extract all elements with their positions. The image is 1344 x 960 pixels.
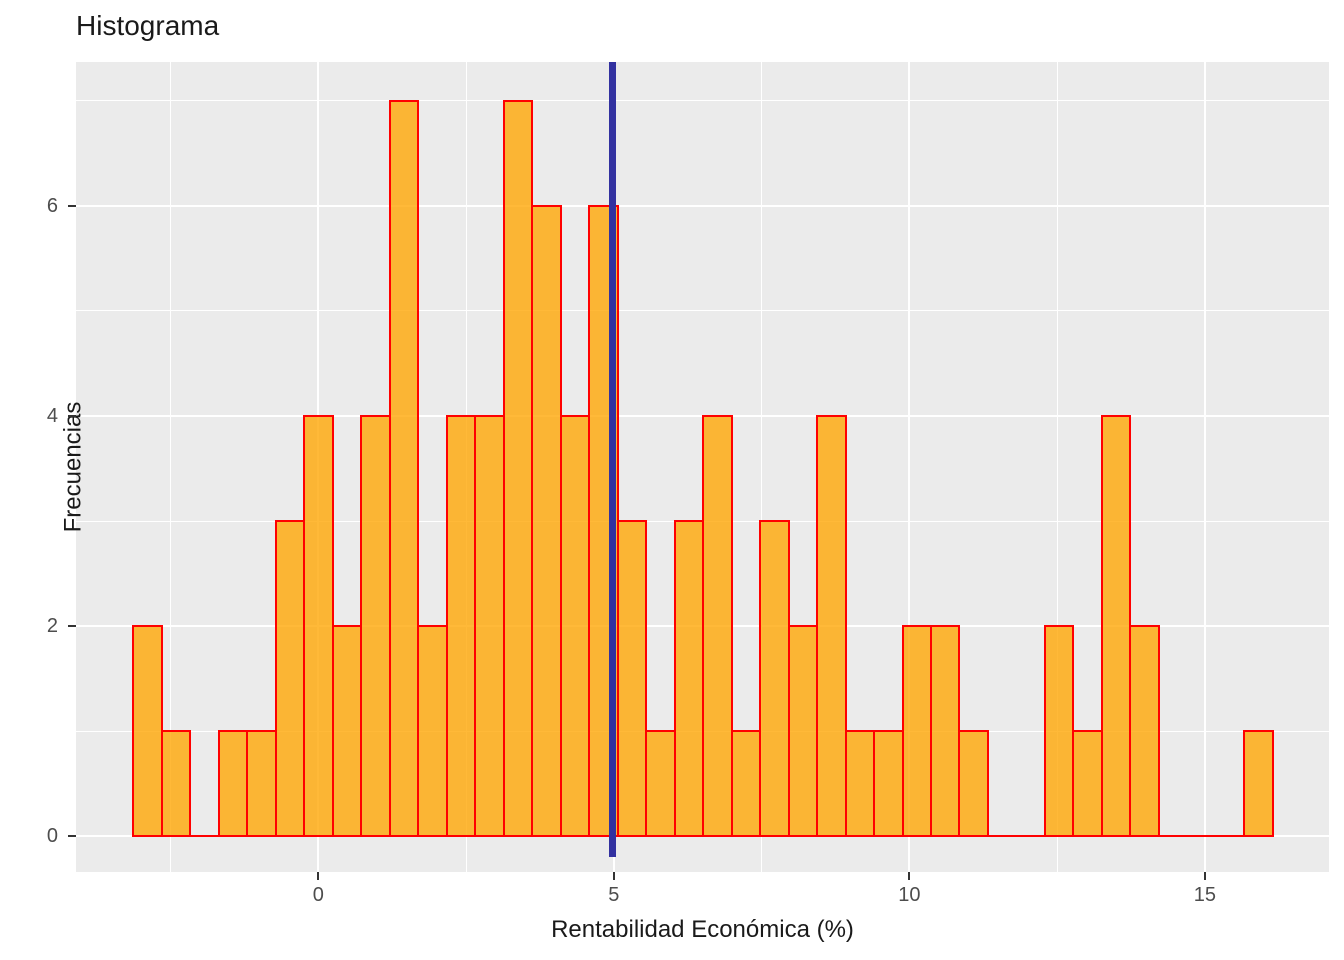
histogram-bar (303, 415, 334, 838)
histogram-bar (673, 520, 705, 838)
histogram-bar (360, 415, 391, 838)
x-tick-mark (317, 872, 320, 880)
y-tick-mark (68, 625, 76, 628)
x-tick-label: 15 (1193, 884, 1216, 906)
y-minor-gridline (76, 310, 1329, 312)
histogram-bar (702, 415, 733, 838)
x-axis-title: Rentabilidad Económica (%) (551, 916, 854, 943)
x-tick-mark (1203, 872, 1206, 880)
x-tick-label: 5 (608, 884, 620, 906)
histogram-bar (502, 99, 534, 838)
histogram-bar (1072, 730, 1103, 838)
histogram-bar (474, 415, 505, 838)
x-tick-mark (612, 872, 615, 880)
histogram-bar (616, 520, 648, 838)
y-tick-mark (68, 835, 76, 838)
y-tick-mark (68, 204, 76, 207)
x-tick-label: 0 (312, 884, 324, 906)
histogram-bar (645, 730, 676, 838)
histogram-bar (901, 625, 932, 838)
histogram-bar (1129, 625, 1160, 838)
histogram-bar (759, 520, 790, 838)
x-minor-gridline (170, 62, 172, 872)
y-tick-label: 2 (46, 615, 58, 638)
histogram-bar (388, 99, 420, 838)
y-major-gridline (76, 204, 1329, 207)
histogram-bar (873, 730, 904, 838)
x-minor-gridline (761, 62, 763, 872)
histogram-bar (445, 415, 477, 838)
histogram-bar (331, 625, 363, 838)
y-tick-mark (68, 415, 76, 418)
y-axis-title: Frecuencias (59, 401, 87, 533)
zero-baseline (132, 835, 1274, 838)
histogram-bar (1243, 730, 1274, 838)
x-minor-gridline (1056, 62, 1058, 872)
y-tick-label: 6 (46, 194, 58, 217)
histogram-bar (417, 625, 448, 838)
histogram-bar (730, 730, 762, 838)
x-tick-mark (908, 872, 911, 880)
histogram-bar (531, 204, 562, 838)
plot-title: Histograma (76, 10, 220, 41)
histogram-bar (929, 625, 961, 838)
y-tick-label: 4 (46, 405, 58, 428)
histogram-bar (160, 730, 192, 838)
histogram-bar (816, 415, 847, 838)
x-tick-label: 10 (898, 884, 921, 906)
histogram-bar (958, 730, 989, 838)
histogram-bar (246, 730, 277, 838)
histogram-bar (217, 730, 249, 838)
histogram-bar (787, 625, 819, 838)
x-major-gridline (1203, 62, 1206, 872)
histogram-bar (1043, 625, 1075, 838)
histogram-bar (274, 520, 306, 838)
x-major-gridline (908, 62, 911, 872)
y-minor-gridline (76, 100, 1329, 102)
mean-vline (608, 62, 616, 858)
y-tick-label: 0 (46, 825, 58, 848)
histogram-bar (1100, 415, 1132, 838)
histogram-bar (844, 730, 875, 838)
histogram-bar (132, 625, 163, 838)
histogram-bar (559, 415, 591, 838)
plot-panel (76, 62, 1329, 872)
